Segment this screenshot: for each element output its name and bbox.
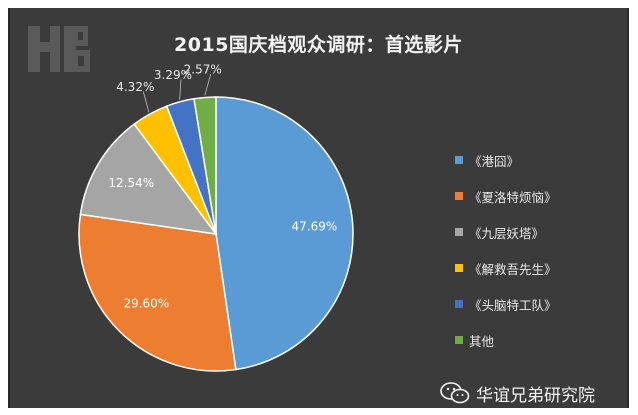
legend-item: 《九层妖塔》 [455, 214, 615, 250]
legend-label: 《九层妖塔》 [469, 225, 545, 241]
watermark-text: 华谊兄弟研究院 [476, 385, 595, 406]
slice-data-label: 47.69% [291, 219, 337, 233]
legend-swatch [455, 228, 463, 236]
chart-legend: 《港囧》《夏洛特烦恼》 《九层妖塔》 《解救吾先生》 《头脑特工队》 其他 [455, 142, 615, 358]
leader-line [142, 91, 150, 113]
slice-data-label: 4.32% [116, 80, 154, 94]
slice-data-label: 3.29% [154, 68, 192, 82]
slice-data-label: 29.60% [123, 296, 169, 310]
pie-slice [79, 123, 218, 236]
legend-label: 其他 [469, 333, 495, 349]
hb-logo-icon [28, 26, 90, 72]
legend-label: 《解救吾先生》 [469, 261, 557, 277]
legend-label: 《夏洛特烦恼》 [469, 189, 557, 205]
legend-item: 《解救吾先生》 [455, 250, 615, 286]
slice-data-label: 12.54% [108, 176, 154, 190]
legend-label: 《港囧》 [469, 153, 520, 169]
pie-slice [193, 96, 217, 235]
watermark: 华谊兄弟研究院 [440, 380, 595, 406]
legend-item: 《夏洛特烦恼》 [455, 178, 615, 214]
pie-chart: 47.69% 29.60% 12.54% 4.32%3.29%2.57% [78, 63, 354, 372]
legend-item: 其他 [455, 322, 615, 358]
leader-line [204, 74, 212, 96]
legend-swatch [455, 336, 463, 344]
legend-label: 《头脑特工队》 [469, 297, 557, 313]
slice-data-label: 2.57% [184, 63, 222, 77]
leader-line [179, 79, 182, 100]
pie-slice [78, 213, 237, 372]
legend-swatch [455, 300, 463, 308]
pie-slice [215, 96, 354, 371]
legend-swatch [455, 192, 463, 200]
chart-title: 2015国庆档观众调研：首选影片 [174, 34, 463, 56]
legend-item: 《头脑特工队》 [455, 286, 615, 322]
legend-swatch [455, 264, 463, 272]
wechat-icon [440, 382, 470, 404]
legend-item: 《港囧》 [455, 142, 615, 178]
legend-swatch [455, 156, 463, 164]
chart-panel: 2015国庆档观众调研：首选影片 47.69% 29.60% 12.54% 4.32%… [8, 8, 629, 408]
